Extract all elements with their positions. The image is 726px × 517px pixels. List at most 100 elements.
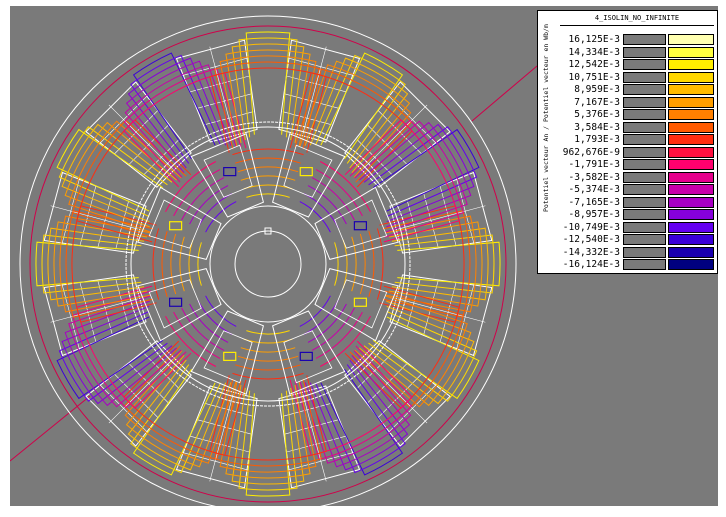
legend-color-swatch — [668, 246, 714, 258]
isoline — [124, 350, 237, 464]
isoline — [309, 359, 409, 471]
isoline — [61, 305, 173, 405]
isoline — [237, 355, 299, 362]
legend-axis-label: Potentiel vecteur An / Potentiel vecteur… — [542, 24, 550, 212]
isoline — [161, 231, 168, 297]
legend-value: 5,376E-3 — [574, 109, 620, 120]
legend-value: -14,332E-3 — [562, 246, 620, 258]
isoline — [238, 37, 298, 138]
isoline — [188, 239, 194, 289]
legend-value: -5,374E-3 — [568, 184, 620, 195]
stator-yoke-line — [29, 25, 507, 503]
legend-title: 4_ISOLIN_NO_INFINITE — [560, 14, 714, 26]
legend-region-swatch — [623, 84, 666, 95]
rotor-winding — [334, 199, 388, 249]
pole-flux-marker — [353, 297, 367, 307]
legend-row: 8,959E-3 — [556, 83, 714, 96]
boundary-lines — [10, 65, 538, 462]
isoline — [294, 67, 413, 183]
boundary-line — [10, 395, 91, 462]
stator-geometry — [19, 15, 517, 506]
isoline — [368, 231, 375, 297]
isoline — [372, 316, 480, 400]
legend-row: 3,584E-3 — [556, 121, 714, 134]
isoline — [307, 185, 347, 225]
legend-row: -5,374E-3 — [556, 183, 714, 196]
isoline — [225, 49, 311, 144]
isoline — [125, 354, 232, 468]
isoline — [205, 201, 237, 233]
isoline — [232, 372, 304, 380]
isoline — [165, 161, 217, 213]
isoline — [363, 123, 475, 223]
legend-row: 962,676E-9 — [556, 146, 714, 159]
isoline — [385, 215, 477, 313]
slot-divider — [108, 359, 173, 424]
rotor-winding — [334, 279, 388, 329]
isoline — [53, 221, 148, 307]
airgap-inner — [130, 126, 406, 402]
legend-color-swatch — [668, 71, 714, 83]
isoline — [181, 177, 225, 221]
legend-value: -7,165E-3 — [568, 196, 620, 208]
isoline — [56, 316, 164, 400]
isoline — [311, 307, 355, 351]
legend-color-swatch — [668, 34, 714, 45]
isoline — [344, 119, 460, 243]
isoline — [173, 169, 221, 217]
isoline — [304, 354, 411, 468]
legend-row: 10,751E-3 — [556, 71, 714, 84]
rotor-pole — [137, 268, 222, 342]
isoline — [397, 241, 501, 287]
isoline — [64, 121, 178, 228]
slot-divider — [398, 298, 486, 323]
isoline — [320, 368, 404, 476]
slot-divider — [209, 46, 234, 134]
legend-color-swatch — [668, 159, 714, 170]
isoline — [391, 227, 489, 301]
legend-color-swatch — [668, 196, 714, 208]
isoline — [246, 193, 290, 198]
field-plot-viewport[interactable]: 4_ISOLIN_NO_INFINITE Potentiel vecteur A… — [10, 6, 718, 506]
shaft — [234, 230, 302, 298]
isoline — [237, 166, 299, 173]
isovalue-plot — [10, 15, 538, 506]
legend-color-swatch — [668, 84, 714, 95]
isoline — [165, 315, 217, 367]
isoline — [61, 123, 173, 223]
isoline — [219, 381, 317, 473]
isoline — [232, 148, 304, 156]
isoline — [372, 128, 480, 212]
legend-color-swatch — [668, 209, 714, 220]
legend-region-swatch — [623, 221, 666, 233]
isovalue-legend[interactable]: 4_ISOLIN_NO_INFINITE Potentiel vecteur A… — [537, 10, 718, 274]
isoline — [59, 215, 151, 313]
isoline — [368, 126, 478, 217]
isoline — [359, 233, 366, 295]
slot-divider — [302, 46, 327, 134]
slot-divider — [50, 205, 138, 230]
isoline — [363, 305, 475, 405]
legend-value: 3,584E-3 — [574, 121, 620, 133]
legend-row: -10,749E-3 — [556, 221, 714, 234]
pole-flux-marker — [223, 167, 237, 177]
isoline — [41, 234, 142, 294]
legend-color-swatch — [668, 109, 714, 120]
legend-region-swatch — [623, 246, 666, 258]
legend-color-swatch — [668, 146, 714, 158]
legend-value: -8,957E-3 — [568, 209, 620, 220]
airgap-outer — [125, 121, 411, 407]
isoline — [225, 384, 311, 479]
legend-row: 12,542E-3 — [556, 58, 714, 71]
legend-value: 7,167E-3 — [574, 96, 620, 108]
rotor-pole — [190, 133, 264, 218]
slot-divider — [398, 205, 486, 230]
isoline — [349, 290, 465, 409]
legend-color-swatch — [668, 184, 714, 195]
legend-value: 12,542E-3 — [568, 59, 620, 70]
rotor-winding — [148, 199, 202, 249]
slot-divider — [302, 394, 327, 482]
isoline — [132, 52, 216, 160]
slot-divider — [108, 104, 173, 169]
isoline — [123, 67, 242, 183]
